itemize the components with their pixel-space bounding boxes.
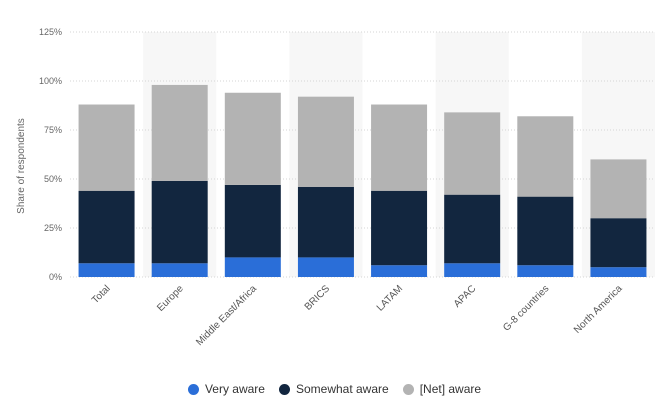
- bar-segment-very-aware[interactable]: [224, 257, 281, 277]
- x-tick-label: BRICS: [303, 283, 333, 313]
- legend-item[interactable]: Somewhat aware: [278, 382, 389, 396]
- y-tick-label: 25%: [44, 223, 62, 233]
- y-tick-label: 125%: [39, 27, 62, 37]
- bar-segment-very-aware[interactable]: [78, 263, 135, 277]
- bar-segment-somewhat-aware[interactable]: [590, 218, 647, 268]
- bar-segment-net-aware[interactable]: [224, 92, 281, 185]
- bar-segment-net-aware[interactable]: [517, 116, 574, 197]
- x-tick-label: Total: [90, 283, 113, 306]
- legend-label: [Net] aware: [419, 382, 482, 396]
- bar-segment-very-aware[interactable]: [444, 263, 501, 277]
- legend-swatch-icon: [187, 383, 199, 395]
- bar-segment-very-aware[interactable]: [297, 257, 354, 277]
- bar-segment-net-aware[interactable]: [590, 159, 647, 219]
- legend-swatch-icon: [402, 383, 414, 395]
- bar-segment-net-aware[interactable]: [78, 104, 135, 191]
- bar-segment-somewhat-aware[interactable]: [444, 194, 501, 264]
- bar-segment-very-aware[interactable]: [371, 265, 428, 277]
- bar-segment-very-aware[interactable]: [590, 267, 647, 277]
- x-tick-label: G-8 countries: [501, 283, 551, 333]
- x-tick-label: APAC: [452, 283, 479, 310]
- bar-segment-somewhat-aware[interactable]: [297, 186, 354, 258]
- bar-segment-somewhat-aware[interactable]: [224, 184, 281, 258]
- y-tick-label: 75%: [44, 125, 62, 135]
- legend-label: Very aware: [204, 382, 265, 396]
- bar-segment-very-aware[interactable]: [151, 263, 208, 277]
- legend-label: Somewhat aware: [295, 382, 389, 396]
- x-tick-label: LATAM: [375, 283, 405, 313]
- y-tick-label: 50%: [44, 174, 62, 184]
- bar-segment-somewhat-aware[interactable]: [371, 190, 428, 266]
- legend-item[interactable]: [Net] aware: [402, 382, 482, 396]
- bar-segment-somewhat-aware[interactable]: [151, 180, 208, 264]
- bar-segment-net-aware[interactable]: [371, 104, 428, 191]
- x-tick-label: Europe: [155, 283, 186, 314]
- bar-segment-net-aware[interactable]: [444, 112, 501, 195]
- y-tick-label: 100%: [39, 76, 62, 86]
- x-tick-label: North America: [572, 283, 625, 336]
- bar-segment-somewhat-aware[interactable]: [517, 196, 574, 266]
- legend-item[interactable]: Very aware: [187, 382, 265, 396]
- y-tick-label: 0%: [49, 272, 62, 282]
- bar-segment-very-aware[interactable]: [517, 265, 574, 277]
- bar-segment-somewhat-aware[interactable]: [78, 190, 135, 264]
- bar-segment-net-aware[interactable]: [297, 96, 354, 187]
- legend: Very aware Somewhat aware [Net] aware: [0, 382, 669, 396]
- bar-segment-net-aware[interactable]: [151, 84, 208, 181]
- x-tick-label: Middle East/Africa: [194, 283, 259, 348]
- legend-swatch-icon: [278, 383, 290, 395]
- y-axis-label: Share of respondents: [16, 118, 27, 214]
